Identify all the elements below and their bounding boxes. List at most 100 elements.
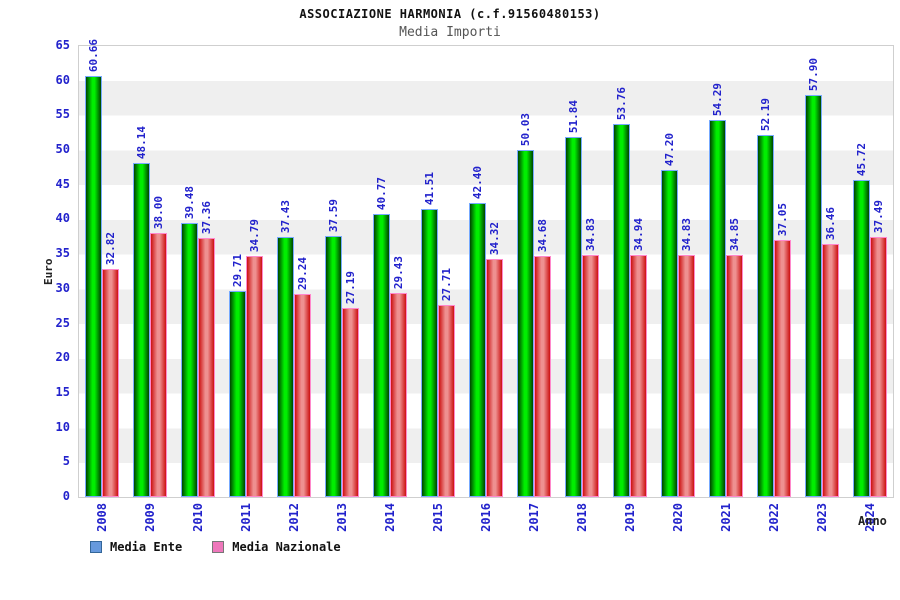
y-tick-label: 55 bbox=[55, 107, 70, 122]
bar-media-ente bbox=[181, 223, 198, 497]
bar-media-ente bbox=[853, 180, 870, 497]
bar-media-nazionale bbox=[534, 256, 551, 497]
media-ente-swatch-icon bbox=[90, 541, 102, 553]
bar-media-nazionale bbox=[198, 238, 215, 497]
y-tick-label: 0 bbox=[62, 489, 70, 503]
y-tick-label: 60 bbox=[55, 72, 70, 87]
bar-media-nazionale-value-label: 34.32 bbox=[487, 221, 501, 255]
bar-media-nazionale-value-label: 34.79 bbox=[247, 218, 261, 252]
bar-media-ente-value-label: 29.71 bbox=[230, 253, 244, 287]
y-tick-label: 30 bbox=[55, 280, 70, 295]
x-axis-title: Anno bbox=[858, 514, 887, 528]
bar-media-nazionale-value-label: 34.68 bbox=[535, 218, 549, 252]
bar-media-nazionale-value-label: 27.71 bbox=[439, 267, 453, 301]
bar-media-nazionale-value-label: 38.00 bbox=[151, 195, 165, 229]
legend: Media Ente Media Nazionale bbox=[90, 540, 359, 554]
bar-media-ente-value-label: 42.40 bbox=[470, 165, 484, 199]
bar-media-nazionale bbox=[438, 305, 455, 497]
bar-media-ente bbox=[325, 236, 342, 497]
y-tick-label: 10 bbox=[55, 419, 70, 434]
x-tick-label: 2018 bbox=[575, 503, 589, 532]
bar-media-nazionale bbox=[150, 233, 167, 497]
bar-media-ente-value-label: 39.48 bbox=[182, 185, 196, 219]
legend-label-media-nazionale: Media Nazionale bbox=[232, 540, 341, 554]
bar-media-ente bbox=[277, 237, 294, 497]
bar-media-nazionale-value-label: 37.05 bbox=[775, 202, 789, 236]
legend-item-media-ente: Media Ente bbox=[90, 540, 200, 554]
bar-media-nazionale-value-label: 27.19 bbox=[343, 270, 357, 304]
bar-media-ente-value-label: 37.59 bbox=[326, 198, 340, 232]
legend-item-media-nazionale: Media Nazionale bbox=[212, 540, 358, 554]
bar-media-ente-value-label: 41.51 bbox=[422, 171, 436, 205]
bar-media-ente-value-label: 54.29 bbox=[710, 82, 724, 116]
bar-media-ente-value-label: 40.77 bbox=[374, 176, 388, 210]
plot-area: 60.66 48.14 39.48 29.71 37.43 37.59 40.77 41.51… bbox=[78, 39, 894, 498]
x-tick-label: 2017 bbox=[527, 503, 541, 532]
y-tick-label: 45 bbox=[55, 176, 70, 191]
bar-media-ente-value-label: 57.90 bbox=[806, 57, 820, 91]
bar-media-ente-value-label: 52.19 bbox=[758, 97, 772, 131]
bar-media-nazionale-value-label: 34.94 bbox=[631, 217, 645, 251]
bar-media-nazionale bbox=[486, 259, 503, 497]
x-tick-label: 2010 bbox=[191, 503, 205, 532]
x-tick-label: 2015 bbox=[431, 503, 445, 532]
bar-media-ente bbox=[517, 150, 534, 497]
bar-media-nazionale-value-label: 34.83 bbox=[679, 217, 693, 251]
bar-media-nazionale-value-label: 34.83 bbox=[583, 217, 597, 251]
bar-media-nazionale-value-label: 32.82 bbox=[103, 231, 117, 265]
x-tick-label: 2021 bbox=[719, 503, 733, 532]
y-tick-label: 35 bbox=[55, 246, 70, 261]
bar-media-ente bbox=[661, 170, 678, 497]
bar-media-ente bbox=[757, 135, 774, 497]
bar-media-nazionale bbox=[294, 294, 311, 497]
bar-media-nazionale bbox=[870, 237, 887, 497]
bar-media-ente-value-label: 51.84 bbox=[566, 99, 580, 133]
x-tick-label: 2008 bbox=[95, 503, 109, 532]
media-nazionale-swatch-icon bbox=[212, 541, 225, 553]
y-tick-label: 25 bbox=[55, 315, 70, 330]
bar-media-ente-value-label: 48.14 bbox=[134, 125, 148, 159]
bar-media-ente bbox=[373, 214, 390, 497]
x-tick-label: 2013 bbox=[335, 503, 349, 532]
bar-media-ente bbox=[613, 124, 630, 497]
chart-subtitle: Media Importi bbox=[399, 25, 501, 40]
legend-label-media-ente: Media Ente bbox=[110, 540, 183, 554]
x-tick-label: 2016 bbox=[479, 503, 493, 532]
y-tick-label: 65 bbox=[55, 38, 70, 52]
bar-media-ente-value-label: 50.03 bbox=[518, 112, 532, 146]
y-tick-label: 40 bbox=[55, 211, 70, 226]
bar-media-ente bbox=[133, 163, 150, 497]
bar-media-ente-value-label: 37.43 bbox=[278, 199, 292, 233]
bar-media-ente-value-label: 53.76 bbox=[614, 86, 628, 120]
chart-title: ASSOCIAZIONE HARMONIA (c.f.91560480153) bbox=[299, 7, 601, 21]
bar-media-ente bbox=[421, 209, 438, 497]
bar-media-nazionale bbox=[726, 255, 743, 497]
x-tick-label: 2019 bbox=[623, 503, 637, 532]
x-tick-label: 2020 bbox=[671, 503, 685, 532]
x-tick-label: 2014 bbox=[383, 503, 397, 532]
bar-media-nazionale-value-label: 37.49 bbox=[871, 199, 885, 233]
bar-media-ente bbox=[565, 137, 582, 497]
bar-media-nazionale bbox=[342, 308, 359, 497]
bar-media-nazionale bbox=[822, 244, 839, 497]
y-tick-label: 50 bbox=[55, 142, 70, 157]
bar-media-ente-value-label: 60.66 bbox=[86, 38, 100, 72]
bar-media-ente bbox=[469, 203, 486, 497]
bar-media-ente bbox=[229, 291, 246, 497]
bar-media-nazionale bbox=[390, 293, 407, 497]
y-tick-label: 20 bbox=[55, 350, 70, 365]
bar-media-nazionale bbox=[246, 256, 263, 497]
bar-media-ente-value-label: 47.20 bbox=[662, 132, 676, 166]
x-tick-label: 2012 bbox=[287, 503, 301, 532]
bar-media-ente-value-label: 45.72 bbox=[854, 142, 868, 176]
bar-media-nazionale bbox=[582, 255, 599, 497]
bar-media-ente bbox=[709, 120, 726, 497]
x-tick-label: 2022 bbox=[767, 503, 781, 532]
bar-media-nazionale bbox=[678, 255, 695, 497]
bar-media-nazionale-value-label: 34.85 bbox=[727, 217, 741, 251]
bar-media-nazionale bbox=[774, 240, 791, 497]
bar-media-nazionale-value-label: 37.36 bbox=[199, 200, 213, 234]
bar-media-ente bbox=[85, 76, 102, 497]
y-tick-label: 5 bbox=[62, 454, 70, 469]
